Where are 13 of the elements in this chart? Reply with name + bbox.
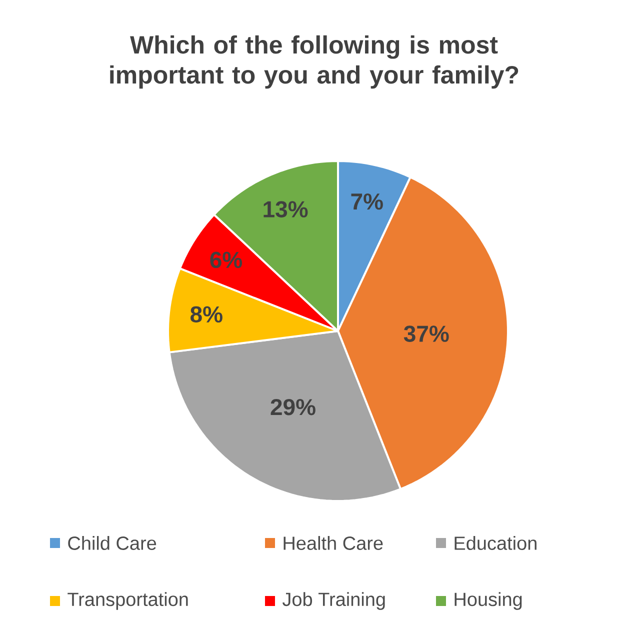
legend-label: Education [454, 536, 536, 550]
legend-label: Job Training [282, 592, 385, 610]
legend-label: Housing [454, 592, 522, 610]
data-label: 29% [270, 398, 316, 416]
legend-label: Transportation [68, 592, 188, 610]
data-label: 8% [190, 306, 222, 323]
data-label: 7% [351, 194, 383, 210]
chart-title: Which of the following is most important to you and your family? [110, 35, 518, 89]
legend-label: Child Care [68, 536, 156, 550]
legend-label: Health Care [284, 536, 383, 550]
data-label: 37% [404, 326, 449, 342]
data-label: 13% [264, 201, 308, 218]
data-label: 6% [210, 252, 242, 268]
